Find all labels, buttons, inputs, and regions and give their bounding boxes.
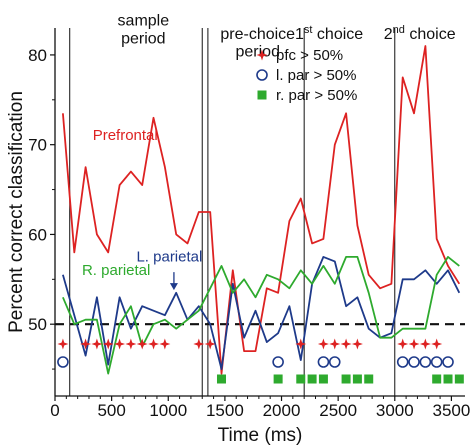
pfc-significance-marker [295, 338, 307, 350]
series-label-prefrontal: Prefrontal [93, 127, 158, 144]
l-parietal-arrow-head [169, 283, 178, 291]
lpar-significance-marker [328, 356, 341, 368]
x-tick-label: 500 [97, 401, 125, 420]
x-tick-label: 3000 [376, 401, 414, 420]
x-tick-label: 1500 [206, 401, 244, 420]
y-axis-title: Percent correct classification [6, 91, 27, 333]
pfc-significance-marker [204, 338, 216, 350]
legend-label: r. par > 50% [276, 87, 357, 104]
lpar-significance-marker [272, 356, 284, 368]
x-tick-label: 2000 [263, 401, 301, 420]
series-line-l-parietal [62, 255, 461, 371]
period-label: sample [118, 12, 170, 29]
pfc-significance-marker [114, 338, 126, 350]
pfc-significance-marker [340, 338, 352, 350]
rpar-significance-marker [341, 374, 351, 384]
pfc-significance-marker [91, 338, 103, 350]
rpar-significance-marker [296, 374, 306, 384]
x-tick-label: 2500 [319, 401, 357, 420]
rpar-significance-marker [364, 374, 374, 384]
rpar-significance-marker [318, 374, 328, 384]
period-label: 1st choice [295, 24, 363, 43]
rpar-significance-marker [454, 374, 464, 384]
legend-circle-icon [256, 69, 268, 81]
lpar-significance-marker [408, 356, 420, 368]
rpar-significance-marker [443, 374, 453, 384]
lpar-significance-marker [419, 356, 432, 368]
series-line-prefrontal [62, 45, 461, 375]
y-tick-label: 50 [28, 315, 47, 334]
y-tick-label: 60 [28, 225, 47, 244]
lpar-significance-marker [317, 356, 330, 368]
pfc-significance-marker [125, 338, 137, 350]
legend-label: l. par > 50% [276, 67, 356, 84]
x-axis-title: Time (ms) [218, 425, 303, 446]
period-label: pre-choice [220, 26, 295, 43]
y-tick-label: 80 [28, 46, 47, 65]
rpar-significance-marker [432, 374, 442, 384]
rpar-significance-marker [352, 374, 362, 384]
pfc-significance-marker [80, 338, 92, 350]
series-line-r-parietal [62, 255, 460, 375]
series-label-l-parietal: L. parietal [136, 248, 202, 265]
rpar-significance-marker [273, 374, 283, 384]
lpar-significance-marker [442, 356, 454, 368]
pfc-significance-marker [102, 338, 114, 350]
period-label: period [121, 30, 165, 47]
rpar-significance-marker [216, 374, 226, 384]
series-label-r-parietal: R. parietal [82, 262, 150, 279]
x-tick-label: 1000 [149, 401, 187, 420]
pfc-significance-marker [419, 338, 431, 350]
legend-star-icon [256, 49, 268, 61]
pfc-significance-marker [57, 338, 69, 350]
lpar-significance-marker [430, 356, 443, 368]
pfc-significance-marker [408, 338, 420, 350]
pfc-significance-marker [148, 338, 160, 350]
x-tick-label: 0 [50, 401, 59, 420]
period-label: period [235, 44, 279, 61]
lpar-significance-marker [396, 356, 409, 368]
legend-label: pfc > 50% [276, 47, 343, 64]
pfc-significance-marker [431, 338, 443, 350]
pfc-significance-marker [317, 338, 329, 350]
pfc-significance-marker [193, 338, 205, 350]
pfc-significance-marker [351, 338, 363, 350]
x-tick-label: 3500 [432, 401, 470, 420]
pfc-significance-marker [397, 338, 409, 350]
period-label: 2nd choice [384, 24, 456, 43]
lpar-significance-marker [57, 356, 69, 368]
y-tick-label: 70 [28, 136, 47, 155]
legend-square-icon [257, 90, 267, 100]
pfc-significance-marker [329, 338, 341, 350]
rpar-significance-marker [307, 374, 317, 384]
pfc-significance-marker [136, 338, 148, 350]
pfc-significance-marker [159, 338, 171, 350]
